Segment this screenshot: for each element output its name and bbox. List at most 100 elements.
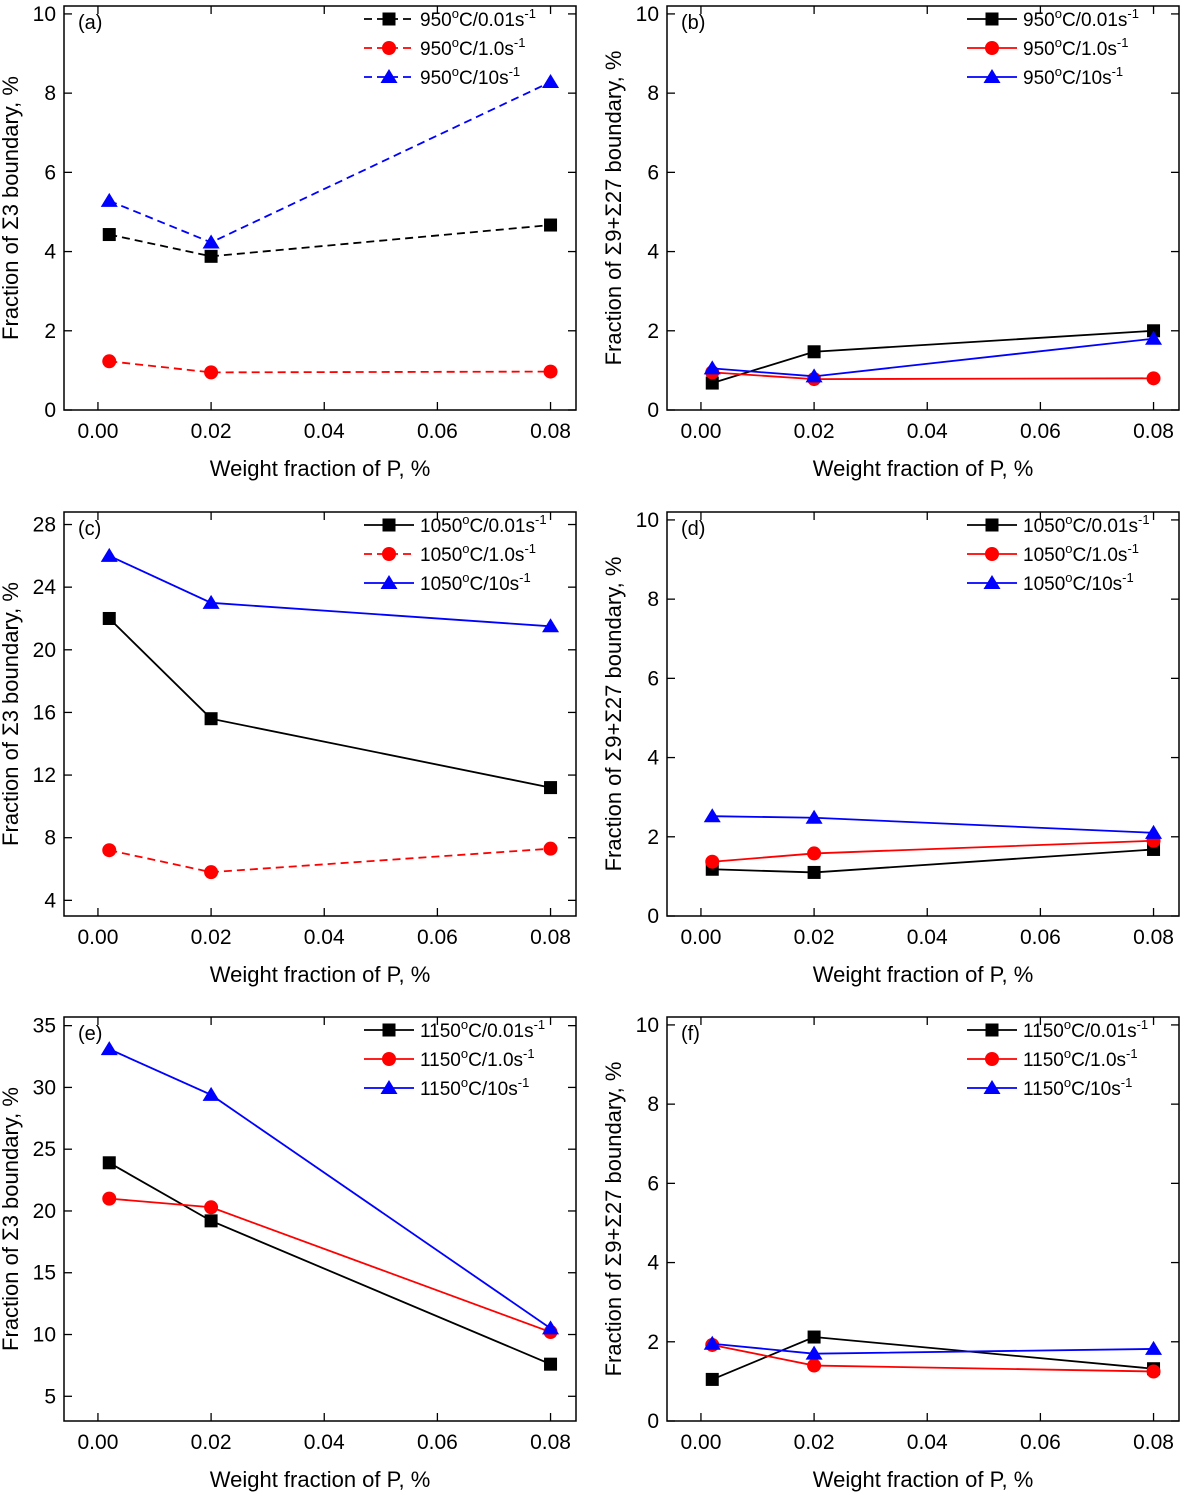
panel-4: 0.00 0.02 0.04 0.06 0.08 0 2 4 6 8 10 Weight fracti… — [601, 509, 1180, 987]
x-tick-label: 0.08 — [1133, 420, 1174, 443]
y-tick-label: 6 — [44, 161, 56, 184]
data-point — [542, 74, 560, 89]
series-3 — [100, 1041, 560, 1335]
x-tick-label: 0.06 — [1020, 420, 1061, 443]
y-tick-label: 5 — [44, 1385, 56, 1408]
y-tick-label: 0 — [44, 399, 56, 422]
data-point — [204, 249, 218, 263]
series-2 — [102, 354, 558, 380]
y-tick-label: 10 — [33, 3, 56, 26]
y-tick-label: 25 — [33, 1138, 56, 1161]
legend-marker — [985, 41, 999, 55]
y-tick-label: 0 — [647, 905, 659, 928]
y-tick-label: 2 — [647, 826, 659, 849]
x-tick-label: 0.08 — [530, 420, 571, 443]
y-tick-label: 4 — [647, 1252, 659, 1275]
data-point — [202, 1086, 220, 1101]
x-tick-label: 0.00 — [681, 926, 722, 949]
y-tick-label: 12 — [33, 764, 56, 787]
series-line — [108, 1162, 551, 1365]
y-tick-label: 4 — [44, 889, 56, 912]
legend-entry-label: 950oC/1.0s-1 — [420, 35, 525, 60]
legend-entry-label: 1150oC/1.0s-1 — [1023, 1046, 1138, 1071]
y-tick-label: 2 — [647, 1331, 659, 1354]
legend-marker — [382, 1023, 396, 1037]
data-point — [807, 865, 821, 879]
data-point — [1145, 824, 1163, 839]
data-point — [1146, 371, 1161, 386]
legend-entry-label: 950oC/10s-1 — [420, 64, 520, 89]
y-tick-label: 6 — [647, 667, 659, 690]
series-2 — [102, 841, 558, 880]
legend-entry-label: 1150oC/1.0s-1 — [420, 1046, 535, 1071]
legend: 1050oC/0.01s-1 1050oC/1.0s-1 1050oC/10s-1 — [364, 512, 547, 595]
y-tick-label: 2 — [647, 320, 659, 343]
y-tick-label: 8 — [44, 82, 56, 105]
legend-marker — [380, 575, 398, 589]
x-tick-label: 0.04 — [907, 926, 948, 949]
legend-entry-label: 950oC/0.01s-1 — [1023, 6, 1139, 31]
panel-5: 0.00 0.02 0.04 0.06 0.08 5 10 15 20 25 30 35 Weight … — [0, 1015, 577, 1492]
series-line — [108, 617, 551, 789]
x-tick-label: 0.00 — [78, 420, 119, 443]
x-tick-label: 0.08 — [1133, 1431, 1174, 1454]
x-tick-label: 0.02 — [794, 420, 835, 443]
plot-frame — [63, 1016, 577, 1422]
legend-entry-label: 1150oC/0.01s-1 — [420, 1017, 545, 1042]
data-point — [202, 234, 220, 249]
data-point — [204, 865, 219, 880]
series-line — [711, 329, 1154, 384]
series-3 — [100, 547, 560, 633]
y-tick-label: 10 — [636, 3, 659, 26]
x-axis-title: Weight fraction of P, % — [210, 962, 431, 987]
series-1 — [705, 324, 1161, 390]
legend-marker — [983, 69, 1001, 83]
x-axis-title: Weight fraction of P, % — [813, 1467, 1034, 1492]
series-3 — [703, 808, 1163, 839]
legend-entry-label: 1050oC/1.0s-1 — [420, 541, 536, 566]
legend-entry-label: 1050oC/10s-1 — [420, 570, 531, 595]
y-axis-title: Fraction of Σ3 boundary, % — [0, 582, 23, 846]
y-tick-label: 6 — [647, 1172, 659, 1195]
y-tick-label: 24 — [33, 576, 57, 599]
x-axis-title: Weight fraction of P, % — [813, 456, 1034, 481]
y-tick-label: 28 — [33, 514, 56, 537]
x-axis-title: Weight fraction of P, % — [813, 962, 1034, 987]
series-line — [109, 847, 551, 874]
y-axis-title: Fraction of Σ9+Σ27 boundary, % — [601, 557, 626, 872]
y-tick-label: 4 — [647, 241, 659, 264]
data-point — [1145, 1340, 1163, 1355]
data-point — [204, 1214, 218, 1228]
data-point — [102, 354, 117, 369]
x-tick-label: 0.08 — [530, 1431, 571, 1454]
y-tick-label: 8 — [647, 82, 659, 105]
panel-tag: (b) — [681, 12, 705, 34]
legend-marker — [382, 547, 396, 561]
panel-2: 0.00 0.02 0.04 0.06 0.08 0 2 4 6 8 10 Weight fracti… — [601, 3, 1180, 481]
series-line — [109, 360, 551, 374]
legend-marker — [382, 1052, 396, 1066]
plot-frame — [666, 1016, 1180, 1422]
y-tick-label: 20 — [33, 1200, 56, 1223]
y-tick-label: 10 — [636, 1014, 659, 1037]
series-1 — [102, 1156, 558, 1371]
plot-frame — [666, 5, 1180, 411]
x-tick-label: 0.04 — [907, 420, 948, 443]
y-tick-label: 4 — [647, 747, 659, 770]
series-line — [108, 81, 551, 244]
panel-tag: (e) — [78, 1023, 102, 1045]
data-point — [100, 1041, 118, 1056]
series-2 — [705, 833, 1161, 869]
panel-tag: (a) — [78, 12, 102, 34]
legend-entry-label: 1150oC/10s-1 — [420, 1075, 529, 1100]
data-point — [204, 712, 218, 726]
y-tick-label: 16 — [33, 701, 56, 724]
x-tick-label: 0.00 — [681, 1431, 722, 1454]
legend-entry-label: 1050oC/0.01s-1 — [1023, 512, 1150, 537]
x-tick-label: 0.02 — [191, 1431, 232, 1454]
x-tick-label: 0.02 — [794, 926, 835, 949]
data-point — [204, 1200, 219, 1215]
data-point — [703, 1335, 721, 1350]
data-point — [705, 1372, 719, 1386]
